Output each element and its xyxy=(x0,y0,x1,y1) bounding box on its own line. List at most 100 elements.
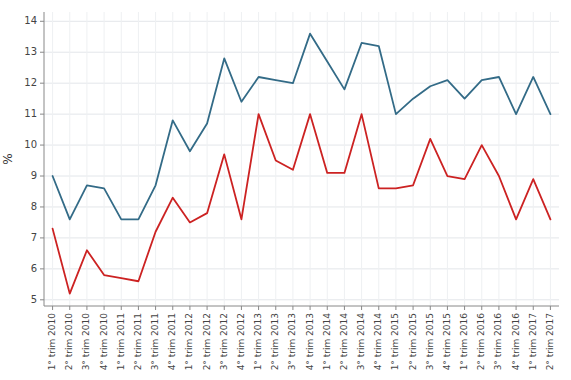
x-tick xyxy=(447,306,448,310)
x-tick xyxy=(464,306,465,310)
x-grid-line xyxy=(430,12,431,306)
y-tick-label: 8 xyxy=(31,201,37,212)
axes: 5678910111213141° trim 20102° trim 20103… xyxy=(24,12,559,370)
y-tick-label: 9 xyxy=(31,170,37,181)
y-tick xyxy=(40,206,44,207)
y-tick xyxy=(40,114,44,115)
x-tick-label: 2° trim 2016 xyxy=(476,313,486,371)
x-grid-line xyxy=(481,12,482,306)
x-tick xyxy=(481,306,482,310)
y-tick-label: 6 xyxy=(31,263,37,274)
y-tick-label: 5 xyxy=(31,294,37,305)
x-tick xyxy=(550,306,551,310)
x-grid-line xyxy=(189,12,190,306)
x-tick xyxy=(69,306,70,310)
x-tick-label: 3° trim 2014 xyxy=(356,313,366,371)
y-tick xyxy=(40,237,44,238)
series-line xyxy=(53,114,551,293)
x-tick xyxy=(430,306,431,310)
x-tick-label: 1° trim 2015 xyxy=(390,313,400,370)
x-tick-label: 4° trim 2011 xyxy=(167,313,177,370)
y-axis-line xyxy=(44,12,45,306)
x-tick-label: 4° trim 2014 xyxy=(373,313,383,371)
y-tick xyxy=(40,176,44,177)
x-tick-label: 1° trim 2017 xyxy=(528,313,538,370)
x-tick xyxy=(498,306,499,310)
x-grid-line xyxy=(361,12,362,306)
x-grid-line xyxy=(69,12,70,306)
x-tick-label: 1° trim 2010 xyxy=(47,313,57,371)
x-tick-label: 2° trim 2015 xyxy=(408,313,418,370)
x-grid-line xyxy=(138,12,139,306)
lines xyxy=(53,34,551,294)
chart-container: 5678910111213141° trim 20102° trim 20103… xyxy=(0,0,571,380)
x-grid-line xyxy=(498,12,499,306)
x-tick xyxy=(224,306,225,310)
y-tick xyxy=(40,268,44,269)
grid xyxy=(44,12,559,306)
x-grid-line xyxy=(172,12,173,306)
x-tick-label: 3° trim 2011 xyxy=(150,313,160,370)
y-tick-label: 12 xyxy=(24,77,37,88)
x-grid-line xyxy=(516,12,517,306)
y-tick-label: 11 xyxy=(24,108,37,119)
x-grid-line xyxy=(207,12,208,306)
x-grid-line xyxy=(464,12,465,306)
x-tick xyxy=(172,306,173,310)
x-tick-label: 1° trim 2011 xyxy=(116,313,126,370)
x-tick xyxy=(395,306,396,310)
x-tick xyxy=(275,306,276,310)
y-tick xyxy=(40,83,44,84)
x-tick-label: 4° trim 2013 xyxy=(305,313,315,370)
x-tick xyxy=(241,306,242,310)
x-tick-label: 1° trim 2014 xyxy=(322,313,332,371)
x-grid-line xyxy=(413,12,414,306)
x-grid-line xyxy=(395,12,396,306)
x-grid-line xyxy=(327,12,328,306)
x-tick-label: 2° trim 2010 xyxy=(64,313,74,371)
x-tick xyxy=(52,306,53,310)
y-tick xyxy=(40,21,44,22)
x-grid-line xyxy=(86,12,87,306)
x-tick-label: 3° trim 2013 xyxy=(287,313,297,370)
y-tick xyxy=(40,299,44,300)
x-tick xyxy=(189,306,190,310)
x-tick xyxy=(155,306,156,310)
x-tick xyxy=(207,306,208,310)
x-grid-line xyxy=(104,12,105,306)
x-tick-label: 2° trim 2014 xyxy=(339,313,349,371)
x-tick-label: 4° trim 2010 xyxy=(99,313,109,371)
x-grid-line xyxy=(447,12,448,306)
x-tick xyxy=(104,306,105,310)
x-tick-label: 3° trim 2015 xyxy=(425,313,435,370)
chart-svg: 5678910111213141° trim 20102° trim 20103… xyxy=(0,0,571,380)
y-tick-label: 10 xyxy=(24,139,37,150)
x-grid-line xyxy=(310,12,311,306)
x-tick xyxy=(344,306,345,310)
x-tick xyxy=(361,306,362,310)
x-tick-label: 1° trim 2012 xyxy=(184,313,194,370)
x-tick-label: 3° trim 2016 xyxy=(493,313,503,371)
y-tick xyxy=(40,52,44,53)
x-grid-line xyxy=(258,12,259,306)
x-tick xyxy=(310,306,311,310)
y-tick-label: 7 xyxy=(31,232,37,243)
y-tick xyxy=(40,145,44,146)
x-tick-label: 3° trim 2012 xyxy=(219,313,229,370)
x-tick xyxy=(327,306,328,310)
x-tick xyxy=(86,306,87,310)
series-line xyxy=(53,34,551,220)
x-tick-label: 3° trim 2010 xyxy=(81,313,91,371)
x-tick-label: 2° trim 2011 xyxy=(133,313,143,370)
x-grid-line xyxy=(155,12,156,306)
x-tick xyxy=(533,306,534,310)
x-grid-line xyxy=(121,12,122,306)
x-tick xyxy=(121,306,122,310)
x-tick-label: 2° trim 2013 xyxy=(270,313,280,370)
y-axis-label: % xyxy=(1,153,15,164)
x-tick-label: 1° trim 2016 xyxy=(459,313,469,371)
x-grid-line xyxy=(533,12,534,306)
x-grid-line xyxy=(550,12,551,306)
y-tick-label: 13 xyxy=(24,46,37,57)
x-tick-label: 4° trim 2016 xyxy=(511,313,521,371)
